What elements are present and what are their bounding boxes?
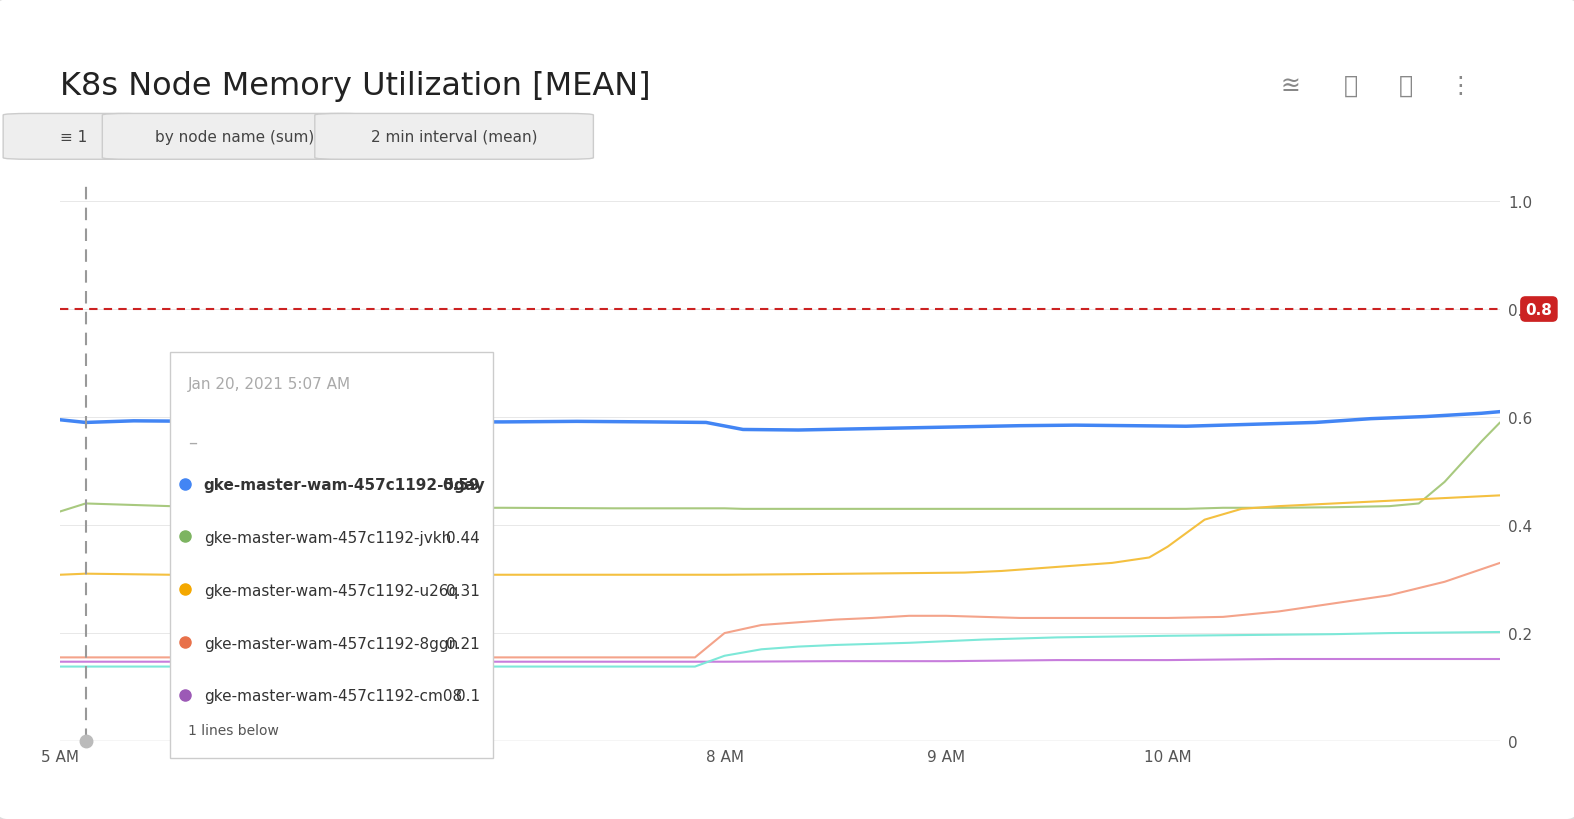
Text: ⋮: ⋮ <box>1448 74 1473 98</box>
Text: gke-master-wam-457c1192-8ggn: gke-master-wam-457c1192-8ggn <box>205 636 458 651</box>
Text: ⬜: ⬜ <box>1344 74 1357 98</box>
Text: gke-master-wam-457c1192-5gay: gke-master-wam-457c1192-5gay <box>205 477 486 493</box>
Text: gke-master-wam-457c1192-cm08: gke-master-wam-457c1192-cm08 <box>205 689 463 704</box>
Text: Jan 20, 2021 5:07 AM: Jan 20, 2021 5:07 AM <box>187 377 351 391</box>
FancyBboxPatch shape <box>102 115 367 160</box>
Text: gke-master-wam-457c1192-jvkh: gke-master-wam-457c1192-jvkh <box>205 531 452 545</box>
FancyBboxPatch shape <box>170 352 493 758</box>
Text: K8s Node Memory Utilization [MEAN]: K8s Node Memory Utilization [MEAN] <box>60 70 650 102</box>
Text: ≡ 1: ≡ 1 <box>60 129 88 145</box>
Text: 0.31: 0.31 <box>445 583 480 598</box>
Text: 2 min interval (mean): 2 min interval (mean) <box>371 129 537 145</box>
Text: gke-master-wam-457c1192-u26q: gke-master-wam-457c1192-u26q <box>205 583 458 598</box>
Text: 0.21: 0.21 <box>445 636 480 651</box>
Text: –: – <box>187 433 197 451</box>
Text: 0.8: 0.8 <box>1525 302 1552 317</box>
Text: 0.1: 0.1 <box>455 689 480 704</box>
Text: 0.44: 0.44 <box>445 531 480 545</box>
FancyBboxPatch shape <box>315 115 593 160</box>
Text: 1 lines below: 1 lines below <box>187 723 279 737</box>
Text: 🗑: 🗑 <box>1399 74 1412 98</box>
Text: ≊: ≊ <box>1281 74 1300 98</box>
Text: by node name (sum): by node name (sum) <box>154 129 315 145</box>
Text: 0.59: 0.59 <box>442 477 480 493</box>
FancyBboxPatch shape <box>3 115 145 160</box>
